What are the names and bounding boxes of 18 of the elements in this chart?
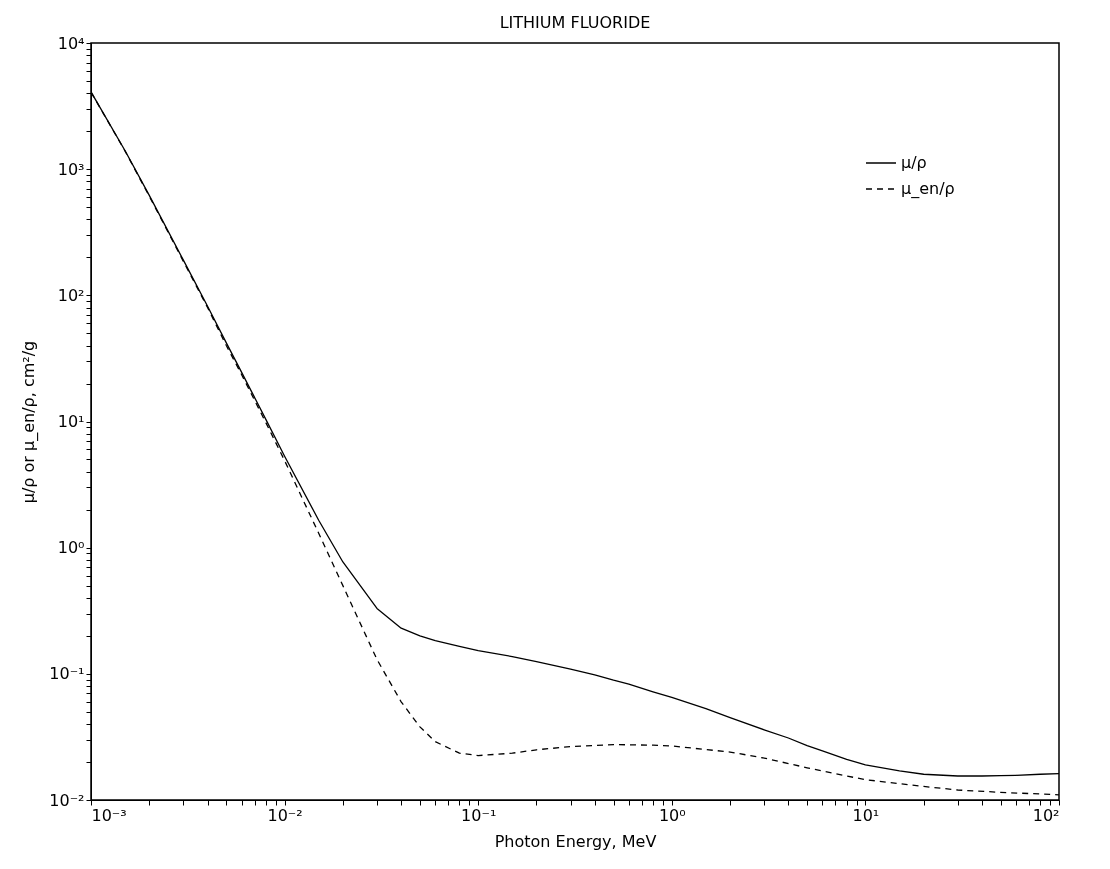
x-tick-label: 10⁻³: [91, 805, 127, 825]
x-axis-title: Photon Energy, MeV: [494, 831, 657, 851]
chart-title: LITHIUM FLUORIDE: [499, 13, 651, 32]
y-tick-label: 10⁻¹: [49, 664, 85, 684]
y-axis-title: μ/ρ or μ_en/ρ, cm²/g: [19, 340, 40, 504]
y-tick-label: 10⁴: [57, 33, 85, 53]
y-tick-label: 10²: [57, 285, 85, 305]
y-tick-label: 10⁰: [57, 538, 85, 558]
x-tick-label: 10¹: [852, 805, 880, 825]
legend-label: μ_en/ρ: [901, 179, 955, 199]
legend-label: μ/ρ: [901, 153, 927, 172]
y-tick-label: 10³: [57, 159, 85, 179]
x-tick-label: 10⁻²: [267, 805, 303, 825]
x-tick-label: 10⁻¹: [461, 805, 497, 825]
y-tick-label: 10⁻²: [49, 790, 85, 810]
x-tick-label: 10⁰: [658, 805, 686, 825]
y-tick-label: 10¹: [57, 412, 85, 431]
x-tick-label: 10²: [1032, 805, 1060, 825]
